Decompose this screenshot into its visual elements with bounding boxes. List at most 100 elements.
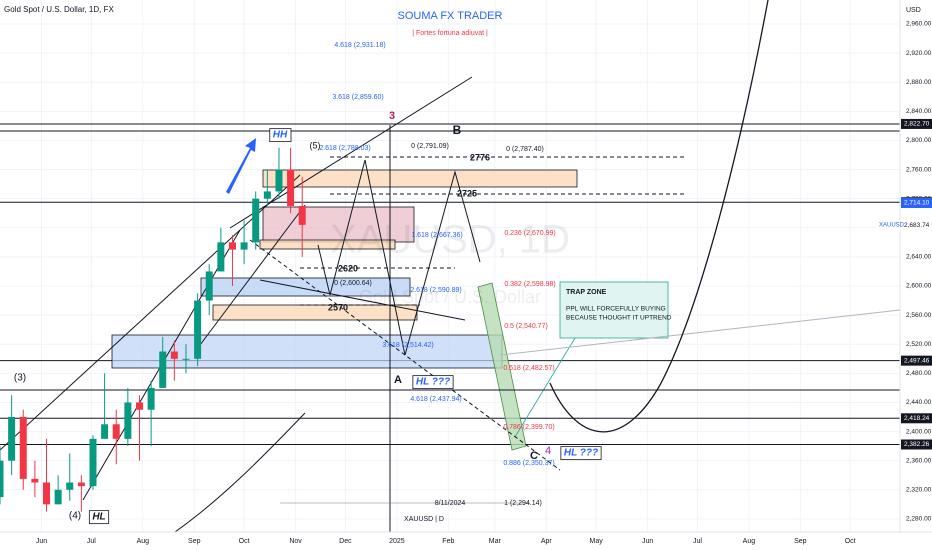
y-tick-label: 2,560.00	[906, 312, 932, 319]
y-tick-label: 2,920.00	[906, 50, 932, 57]
annotation-box	[412, 375, 454, 390]
candle-body	[112, 424, 120, 439]
x-tick-label: Jun	[642, 538, 653, 545]
x-tick-label: Apr	[541, 538, 553, 545]
annotation: PPL WILL FORCEFULLY BUYING	[566, 306, 666, 313]
candle-body	[77, 482, 85, 487]
projection-zigzag	[317, 159, 481, 356]
candle-body	[31, 478, 39, 483]
y-tick-label: 2,360.00	[906, 457, 932, 464]
price-tag	[901, 220, 932, 231]
x-tick-label: Sep	[188, 538, 201, 545]
candles	[0, 147, 306, 512]
annotation: 4.618 (2,437.94)	[410, 396, 461, 403]
candle-body	[101, 424, 109, 439]
candle-body	[159, 351, 167, 388]
chart-title: Gold Spot / U.S. Dollar, 1D, FX	[4, 5, 114, 14]
candle-body	[0, 460, 4, 498]
annotation: 3.618 (2,514.42)	[382, 342, 433, 349]
annotation: 4	[545, 445, 551, 457]
y-tick-label: 2,440.00	[906, 399, 932, 406]
price-axis	[900, 0, 932, 550]
candle-body	[19, 417, 27, 479]
x-tick-label: Mar	[489, 538, 502, 545]
x-tick-label: Nov	[289, 538, 302, 545]
x-tick-label: Feb	[442, 538, 454, 545]
candle-body	[217, 242, 225, 272]
annotation: HL ???	[416, 377, 450, 388]
annotation: HL	[92, 512, 105, 523]
watermark: Gold Spot / U.S. Dollar	[359, 287, 541, 307]
levels	[0, 125, 900, 532]
annotation: 1 (2,294.14)	[504, 500, 542, 507]
annotation: 4.618 (2,931.18)	[334, 42, 385, 49]
price-tag	[901, 118, 932, 129]
annotation: (4)	[69, 511, 81, 522]
annotation: (5)	[310, 140, 321, 150]
annotation: 0.382 (2,598.98)	[504, 281, 555, 288]
symbol-tag	[876, 220, 900, 231]
x-tick-label: Oct	[845, 538, 856, 545]
supply-zone	[262, 169, 578, 188]
annotation-box	[88, 510, 110, 525]
annotation: B	[453, 123, 462, 137]
x-tick-label: Jun	[36, 538, 47, 545]
candle-body	[275, 169, 283, 192]
y-tick-label: 2,640.00	[906, 254, 932, 261]
price-tag-label: 2,418.24	[904, 415, 930, 422]
x-tick-label: Jul	[693, 538, 702, 545]
price-tag-label: 2,497.46	[904, 357, 930, 364]
annotations: SOUMA FX TRADER | Fortes fortuna adiuvat …	[14, 10, 672, 525]
x-tick-label: May	[590, 538, 604, 545]
annotation: 2570	[328, 302, 348, 312]
annotation: 8/11/2024	[435, 500, 466, 507]
x-tick-label: Sep	[794, 538, 807, 545]
candle-body	[147, 387, 155, 410]
trendline	[199, 204, 306, 346]
annotation-box	[560, 446, 602, 461]
candle-body	[228, 242, 236, 250]
annotation: 0 (2,787.40)	[506, 146, 544, 153]
x-tick-label: Aug	[743, 538, 756, 545]
y-tick-label: 2,840.00	[906, 108, 932, 115]
candle-body	[89, 438, 97, 487]
x-tick-label: Aug	[137, 538, 150, 545]
candle-body	[42, 482, 50, 505]
zones	[111, 169, 669, 451]
annotation: 0.5 (2,540.77)	[504, 323, 548, 330]
y-tick-label: 2,280.00	[906, 516, 932, 523]
axes: 2,280.00 2,320.00 2,360.00 2,400.00 2,440.00…	[36, 21, 932, 545]
candle-body	[182, 358, 190, 360]
annotation: BECAUSE THOUGHT IT UPTREND	[566, 315, 672, 322]
symbol-label: XAUUSD	[879, 223, 905, 229]
price-tag	[901, 355, 932, 366]
price-tag-label: 2,382.26	[904, 441, 930, 448]
annotation: 0 (2,600.64)	[334, 280, 372, 287]
y-tick-label: 2,480.00	[906, 370, 932, 377]
arrow	[226, 138, 256, 194]
y-tick-label: 2,400.00	[906, 428, 932, 435]
x-tick-label: 2025	[389, 538, 405, 545]
price-tag-label: 2,714.10	[904, 200, 930, 207]
candle-body	[298, 205, 306, 225]
zone	[262, 206, 415, 243]
demand-zone	[200, 277, 411, 297]
candle-body	[66, 482, 74, 490]
zone	[259, 239, 396, 250]
candle-body	[287, 169, 295, 206]
y-tick-label: 2,960.00	[906, 21, 932, 28]
candle-body	[135, 402, 143, 410]
candle-body	[54, 489, 62, 505]
annotation: 0.886 (2,350.37)	[503, 460, 554, 467]
watermark: XAUUSD, 1D	[330, 218, 570, 262]
annotation: 2620	[338, 263, 358, 273]
annotation: | Fortes fortuna adiuvat |	[412, 30, 488, 37]
annotation: 2.618 (2,788.03)	[319, 145, 370, 152]
trap-zone-box	[559, 281, 669, 339]
callout-line	[514, 337, 576, 438]
annotation: TRAP ZONE	[566, 289, 607, 296]
candle-body	[252, 198, 260, 243]
drawings	[0, 0, 901, 533]
curve	[174, 412, 306, 533]
